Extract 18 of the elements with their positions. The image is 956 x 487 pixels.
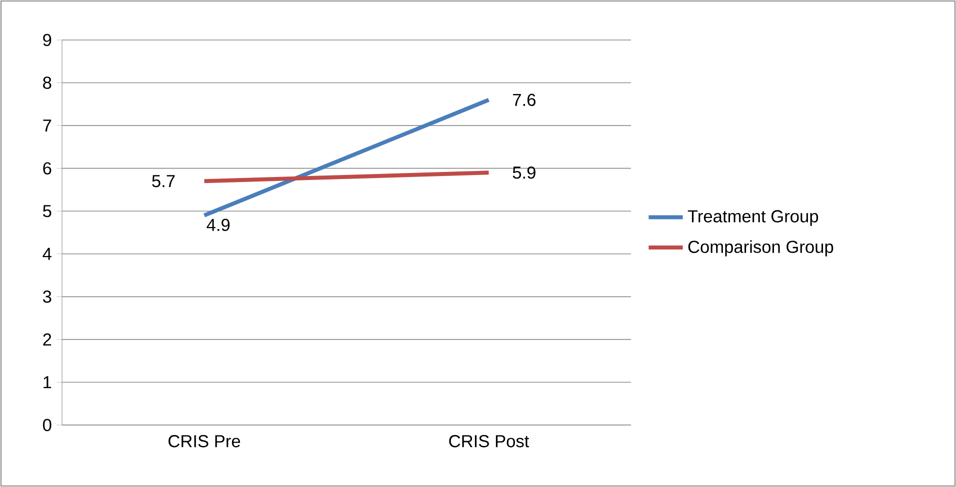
data-label: 5.9: [512, 166, 536, 179]
data-label: 5.7: [152, 175, 175, 188]
data-label: 7.6: [513, 94, 536, 106]
y-tick-label: 0: [42, 418, 52, 432]
y-tick-label: 3: [42, 290, 52, 303]
x-tick-label: CRIS Pre: [168, 435, 240, 448]
y-tick-label: 5: [43, 205, 52, 218]
x-tick-label: CRIS Post: [449, 435, 530, 448]
legend-label: Comparison Group: [688, 240, 834, 256]
y-tick-label: 1: [44, 376, 52, 388]
y-tick-label: 2: [43, 333, 52, 346]
data-label: 4.9: [206, 218, 230, 232]
legend-label: Treatment Group: [688, 210, 818, 226]
y-tick-label: 9: [43, 34, 52, 46]
y-tick-label: 6: [43, 162, 52, 174]
y-tick-label: 7: [43, 120, 52, 132]
y-tick-label: 4: [42, 248, 52, 260]
y-tick-label: 8: [43, 76, 52, 89]
